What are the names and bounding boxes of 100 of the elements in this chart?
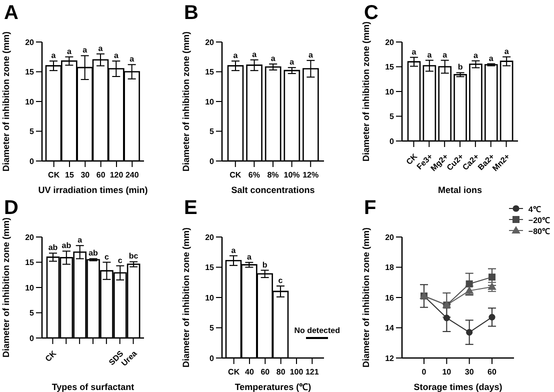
y-tick-label: 15 [205, 263, 215, 272]
y-tick-label: 20 [205, 232, 215, 242]
data-label: a [98, 44, 104, 53]
data-label: c [278, 276, 284, 286]
x-tick-label: 30 [80, 170, 90, 180]
data-label: a [51, 51, 56, 60]
y-axis-title: Diameter of inhibition zone (mm) [1, 217, 12, 358]
x-tick-label: 240 [125, 170, 140, 180]
data-label: ab [48, 243, 58, 252]
data-label: a [252, 50, 258, 59]
data-label: bc [128, 252, 139, 261]
data-label: a [233, 51, 238, 60]
x-tick-label: 120 [110, 170, 124, 180]
annotation: No detected [294, 326, 340, 335]
y-tick-label: 12 [385, 354, 395, 363]
legend-label: −20℃ [528, 215, 550, 225]
x-tick-label: CK [48, 170, 60, 180]
y-tick-label: 20 [205, 38, 215, 47]
data-label: ab [62, 241, 72, 250]
y-tick-label: 20 [25, 38, 35, 47]
data-label: a [114, 51, 119, 60]
chart-title: A [4, 2, 18, 25]
point [443, 314, 450, 322]
y-tick-label: 5 [390, 112, 395, 122]
y-axis-title: Diameter of inhibition zone (mm) [181, 31, 192, 172]
data-label: a [290, 58, 295, 67]
data-label: a [427, 50, 432, 60]
y-tick-label: 5 [30, 127, 35, 136]
data-label: a [504, 46, 510, 56]
y-axis-title: Diameter of inhibition zone (mm) [361, 227, 372, 368]
x-tick-label: 0 [422, 368, 427, 377]
data-label: b [262, 260, 268, 270]
point [488, 314, 496, 320]
y-tick-label: 5 [210, 324, 215, 333]
x-tick-label: 30 [464, 368, 474, 377]
point [488, 282, 496, 290]
x-tick-label: 12% [302, 170, 319, 180]
y-tick-label: 20 [25, 232, 35, 242]
y-tick-label: 15 [25, 258, 35, 268]
chart-title: D [4, 197, 18, 219]
y-tick-label: 20 [385, 38, 395, 47]
data-label: a [270, 54, 276, 64]
data-label: a [412, 47, 417, 56]
x-axis-title: Metal ions [438, 185, 482, 195]
point [488, 274, 496, 281]
x-tick-label: 10 [442, 368, 452, 377]
y-axis-title: Diameter of inhibition zone (mm) [181, 227, 192, 368]
x-axis-title: Types of surfactant [52, 382, 134, 392]
x-tick-label: CK [44, 348, 58, 364]
x-tick-label: 10% [284, 170, 300, 180]
legend-label: −80℃ [528, 226, 550, 236]
data-label: a [473, 50, 478, 60]
data-label: a [442, 50, 448, 60]
y-axis-title: Diameter of inhibition zone (mm) [361, 21, 372, 162]
y-tick-label: 10 [205, 97, 215, 106]
y-tick-label: 10 [25, 283, 35, 292]
data-label: a [130, 54, 135, 64]
data-label: c [118, 256, 123, 265]
data-label: ab [88, 248, 98, 258]
x-tick-label: 121 [305, 368, 320, 377]
chart-title: B [184, 2, 198, 25]
y-tick-label: 10 [25, 97, 35, 106]
point [465, 286, 474, 294]
y-tick-label: 16 [385, 293, 395, 302]
y-tick-label: 15 [205, 68, 215, 77]
x-tick-label: CK [228, 368, 240, 377]
legend-label: 4℃ [528, 204, 541, 214]
point [466, 328, 473, 336]
data-label: a [488, 54, 494, 63]
data-label: c [104, 252, 110, 262]
point [466, 280, 473, 288]
data-label: a [231, 246, 236, 255]
x-axis-title: Salt concentrations [231, 185, 315, 195]
x-tick-label: 60 [96, 170, 106, 180]
data-label: a [82, 46, 88, 55]
y-tick-label: 0 [390, 136, 395, 146]
x-axis-title: UV irradiation times (min) [38, 185, 148, 195]
chart-title: E [184, 197, 198, 220]
x-tick-label: 6% [248, 170, 260, 180]
data-label: a [66, 46, 72, 56]
y-tick-label: 5 [30, 308, 35, 318]
y-tick-label: 15 [385, 62, 395, 72]
y-tick-label: 10 [205, 293, 215, 302]
data-label: a [78, 236, 83, 245]
chart-title: F [364, 197, 376, 220]
y-tick-label: 5 [210, 127, 215, 136]
x-tick-label: CK [230, 170, 242, 180]
x-tick-label: 80 [276, 368, 286, 377]
x-tick-label: 15 [65, 170, 74, 180]
y-tick-label: 18 [385, 263, 395, 272]
x-tick-label: 60 [260, 368, 270, 377]
data-label: a [246, 252, 252, 262]
x-tick-label: 100 [290, 368, 304, 377]
x-tick-label: 40 [245, 368, 254, 377]
y-tick-label: 15 [25, 68, 35, 77]
x-tick-label: 8% [267, 170, 279, 180]
data-label: a [308, 50, 314, 60]
x-tick-label: 60 [488, 368, 497, 377]
data-label: b [458, 62, 463, 72]
x-axis-title: Storage times (days) [414, 382, 502, 392]
